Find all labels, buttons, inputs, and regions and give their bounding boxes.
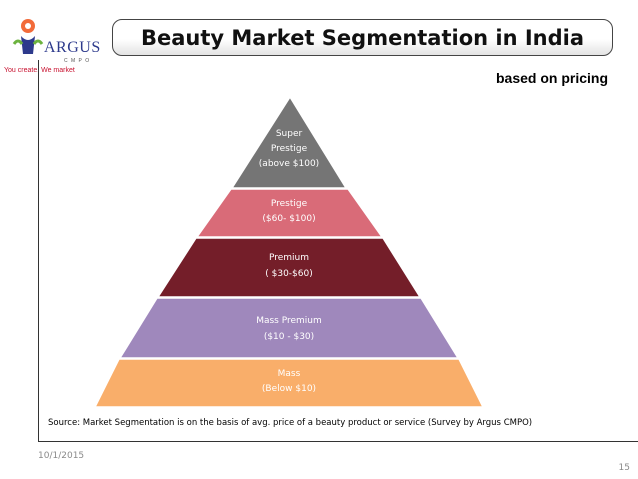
argus-logo-icon bbox=[12, 19, 44, 54]
slide-subtitle: based on pricing bbox=[495, 70, 608, 86]
tier-mass-premium-line-1: Mass Premium bbox=[256, 316, 322, 326]
slide-title: Beauty Market Segmentation in India bbox=[140, 25, 585, 50]
logo-subtext: C M P O bbox=[64, 58, 91, 64]
title-box: Beauty Market Segmentation in India bbox=[112, 19, 613, 56]
slide-date: 10/1/2015 bbox=[38, 451, 85, 461]
tier-premium-line-1: Premium bbox=[269, 253, 309, 263]
tier-prestige-line-2: ($60- $100) bbox=[262, 214, 315, 224]
tier-mass: Mass (Below $10) bbox=[93, 358, 485, 408]
frame-horizontal-line bbox=[38, 441, 638, 442]
page-number: 15 bbox=[618, 463, 630, 473]
tier-prestige-line-1: Prestige bbox=[271, 199, 308, 209]
tier-premium-line-2: ( $30-$60) bbox=[265, 269, 313, 279]
tier-super-prestige-line-3: (above $100) bbox=[259, 159, 319, 169]
logo-name: ARGUS bbox=[44, 39, 101, 56]
source-note: Source: Market Segmentation is on the ba… bbox=[48, 418, 533, 428]
tier-mass-line-2: (Below $10) bbox=[262, 384, 316, 394]
tier-super-prestige: Super Prestige (above $100) bbox=[230, 95, 348, 189]
tier-super-prestige-line-2: Prestige bbox=[271, 144, 308, 154]
argus-logo: ARGUS C M P O You create. We market bbox=[4, 8, 104, 74]
tier-prestige: Prestige ($60- $100) bbox=[195, 188, 384, 238]
tier-mass-premium: Mass Premium ($10 - $30) bbox=[118, 297, 460, 359]
tier-mass-line-1: Mass bbox=[278, 369, 301, 379]
tier-super-prestige-line-1: Super bbox=[276, 129, 303, 139]
logo-tagline: You create. We market bbox=[4, 67, 75, 74]
tier-mass-premium-line-2: ($10 - $30) bbox=[264, 332, 314, 342]
frame-vertical-line bbox=[38, 60, 39, 442]
tier-premium: Premium ( $30-$60) bbox=[156, 237, 422, 298]
